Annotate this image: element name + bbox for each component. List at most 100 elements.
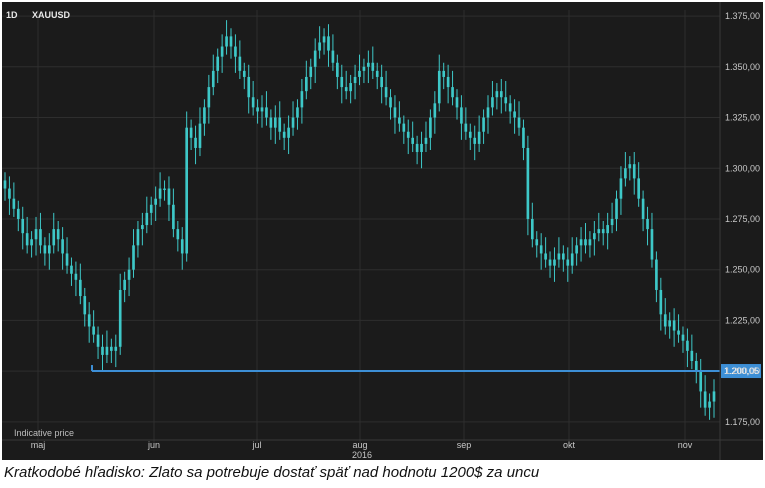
- candle-body: [468, 131, 472, 138]
- y-tick-label: 1.375,00: [725, 11, 760, 21]
- candle-body: [562, 253, 565, 260]
- candle: [61, 227, 64, 270]
- y-tick-label: 1.175,00: [725, 417, 760, 427]
- candle: [686, 328, 689, 368]
- candle-body: [296, 107, 299, 118]
- candle-body: [203, 107, 206, 124]
- level-label-box: [721, 364, 761, 379]
- candle-body: [114, 346, 118, 351]
- candle: [375, 62, 379, 90]
- candle: [309, 58, 313, 90]
- candle: [557, 237, 561, 268]
- level-label: 1.200,05: [724, 366, 759, 376]
- candle-body: [681, 334, 685, 341]
- candle-body: [172, 204, 175, 230]
- candle: [406, 119, 410, 155]
- candle: [344, 70, 348, 100]
- candle: [322, 28, 326, 55]
- candle: [327, 24, 330, 67]
- candle-body: [566, 259, 570, 266]
- candle: [672, 308, 676, 347]
- candle-body: [539, 245, 543, 254]
- candle-body: [141, 225, 144, 230]
- candle-body: [101, 346, 104, 355]
- year-label: 2016: [352, 450, 372, 460]
- candle-body: [83, 296, 87, 315]
- candle-body: [3, 180, 7, 189]
- candle: [207, 74, 211, 124]
- candle-body: [584, 239, 587, 246]
- candle-body: [304, 76, 308, 92]
- candle-body: [358, 70, 361, 77]
- candle-body: [110, 346, 113, 351]
- candle-body: [663, 314, 667, 327]
- candle-body: [712, 391, 716, 402]
- candle-body: [132, 245, 135, 270]
- candle-body: [424, 137, 428, 144]
- candle-body: [105, 346, 109, 355]
- candle: [637, 162, 640, 207]
- candle: [96, 326, 100, 359]
- candle: [570, 237, 574, 274]
- candle: [553, 247, 556, 282]
- candle: [437, 54, 441, 112]
- candle-body: [96, 334, 100, 347]
- candle-body: [52, 229, 56, 246]
- candle: [482, 109, 485, 144]
- candle: [238, 40, 242, 79]
- candle: [234, 34, 237, 73]
- candle-body: [451, 87, 454, 98]
- candle: [3, 172, 7, 201]
- candle: [641, 190, 645, 232]
- candle: [681, 326, 685, 353]
- candle: [508, 95, 512, 124]
- candle-body: [530, 218, 534, 240]
- candle-body: [579, 239, 583, 246]
- candle: [460, 95, 463, 140]
- y-tick-label: 1.350,00: [725, 62, 760, 72]
- candle: [477, 115, 481, 153]
- candle: [468, 123, 472, 150]
- candle: [579, 227, 583, 262]
- candle: [362, 58, 366, 84]
- candle-body: [39, 229, 42, 246]
- candle: [74, 261, 78, 297]
- y-tick-label: 1.300,00: [725, 163, 760, 173]
- candle-body: [145, 212, 149, 226]
- candle: [34, 216, 38, 256]
- candle: [132, 229, 135, 278]
- candle-body: [708, 401, 711, 408]
- candle-body: [238, 56, 242, 71]
- candle: [530, 202, 534, 248]
- candle: [278, 101, 282, 140]
- candle: [313, 38, 317, 84]
- candle-body: [349, 83, 352, 92]
- candle-body: [353, 76, 357, 84]
- candle-body: [628, 164, 632, 169]
- candle-body: [216, 56, 220, 71]
- x-tick-label: maj: [31, 440, 46, 450]
- candle: [145, 196, 149, 234]
- candle: [619, 166, 623, 215]
- candle: [136, 221, 140, 258]
- candle-body: [513, 111, 516, 118]
- candle-body: [393, 107, 397, 118]
- candle: [229, 28, 233, 59]
- candle-body: [12, 198, 16, 209]
- candle-body: [247, 76, 251, 98]
- candle: [402, 115, 406, 144]
- candle-body: [375, 70, 379, 77]
- candle: [282, 123, 286, 150]
- candle-body: [575, 245, 578, 254]
- candle-body: [163, 188, 166, 191]
- chart-caption: Kratkodobé hľadisko: Zlato sa potrebuje …: [4, 464, 540, 481]
- y-tick-label: 1.225,00: [725, 315, 760, 325]
- candle-body: [251, 97, 255, 108]
- candle-body: [668, 320, 672, 327]
- candle-body: [127, 269, 131, 280]
- candle: [287, 115, 290, 155]
- candle-body: [318, 42, 321, 51]
- candle: [247, 64, 251, 114]
- candle-body: [601, 229, 605, 234]
- candle: [114, 334, 118, 368]
